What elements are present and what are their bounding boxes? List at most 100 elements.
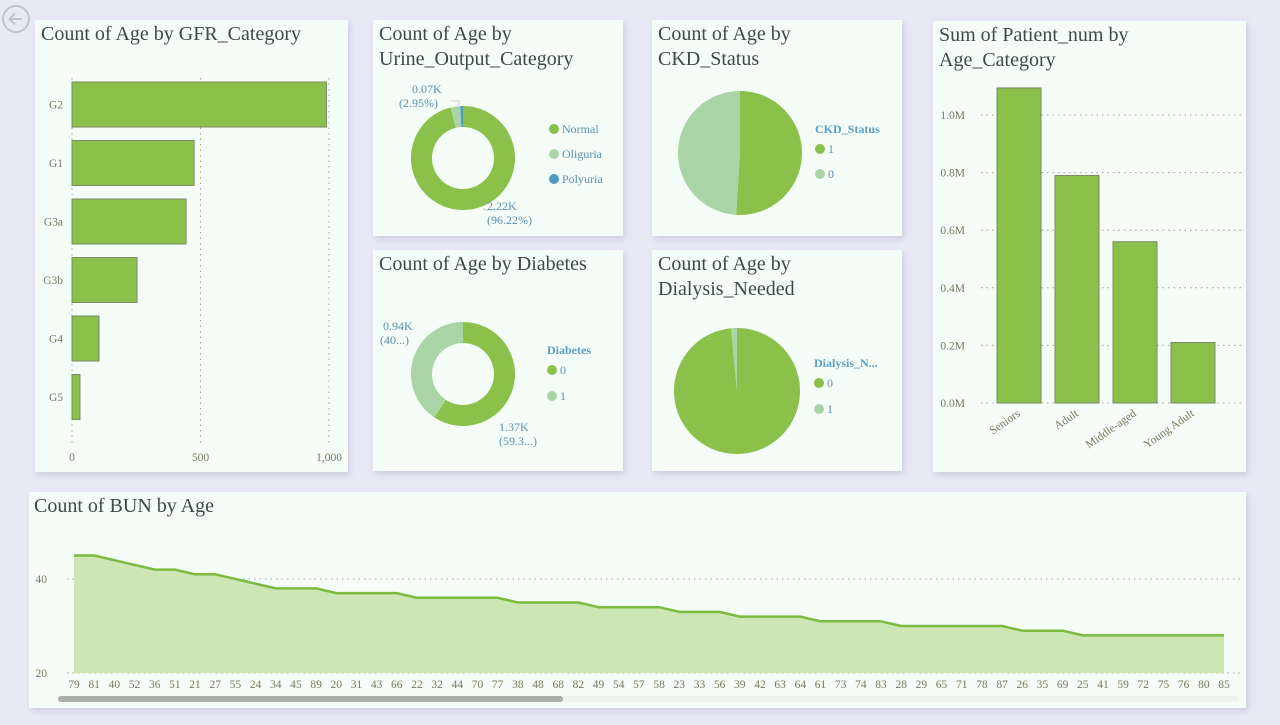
- dialysis-chart[interactable]: Dialysis_N... 0 1: [652, 250, 902, 471]
- bun-xtick-label: 34: [270, 679, 282, 691]
- diabetes-data-label: (40...): [380, 333, 409, 347]
- ckd-slice-0: [678, 91, 740, 215]
- ckd-card[interactable]: Count of Age by CKD_Status CKD_Status 1 0: [652, 20, 902, 236]
- bun-xtick-label: 20: [331, 679, 343, 691]
- agecat-ytick-label: 0.8M: [940, 168, 965, 180]
- urine-data-label: 0.07K: [412, 82, 442, 96]
- bun-xtick-label: 33: [694, 679, 706, 691]
- bun-xtick-label: 51: [169, 679, 181, 691]
- bun-card[interactable]: Count of BUN by Age 20 40 79 81 40 52 36 51 21 27…: [29, 492, 1246, 708]
- bun-xtick-label: 23: [674, 679, 686, 691]
- gfr-bar-G3a: [71, 198, 187, 245]
- diabetes-card[interactable]: Count of Age by Diabetes Diabetes 0 1 1.37K…: [373, 250, 623, 471]
- bun-xtick-label: 21: [189, 679, 201, 691]
- bun-xtick-label: 82: [573, 679, 585, 691]
- bun-xtick-label: 27: [209, 679, 221, 691]
- urine-title: Count of Age by Urine_Output_Category: [379, 23, 574, 70]
- bun-xtick-label: 73: [835, 679, 847, 691]
- bun-xtick-label: 31: [351, 679, 363, 691]
- bun-xtick-label: 41: [1097, 679, 1109, 691]
- gfr-card[interactable]: Count of Age by GFR_Category 0 500 1,000 G2…: [35, 20, 348, 472]
- bun-xtick-label: 56: [714, 679, 726, 691]
- gfr-xtick-label: 0: [69, 452, 75, 464]
- ckd-legend-label: 0: [828, 167, 834, 181]
- bun-chart[interactable]: 20 40 79 81 40 52 36 51 21 27 55 24 34 45 89 20 31 43 66 22…: [29, 492, 1246, 708]
- gfr-category-label: G5: [49, 392, 63, 404]
- agecat-bar-young-adult: [1170, 342, 1216, 404]
- urine-legend-label: Oliguria: [562, 147, 603, 161]
- gfr-category-label: G2: [49, 100, 63, 112]
- agecat-ytick-label: 0.0M: [940, 398, 965, 410]
- bun-xtick-label: 32: [431, 679, 443, 691]
- agecat-category-label: Middle-aged: [1084, 407, 1139, 451]
- agecat-bar-middle-aged: [1112, 241, 1158, 404]
- diabetes-legend-marker: [547, 365, 557, 375]
- bun-xtick-label: 77: [492, 679, 504, 691]
- ckd-chart[interactable]: CKD_Status 1 0: [652, 20, 902, 236]
- bun-xtick-label: 80: [1198, 679, 1210, 691]
- gfr-chart[interactable]: 0 500 1,000 G2 G1 G3a G3b G4 G5: [35, 20, 348, 472]
- bun-xtick-label: 81: [88, 679, 100, 691]
- urine-chart[interactable]: Normal Oliguria Polyuria 2.22K(96.22%) 0.07K…: [373, 20, 623, 236]
- gfr-bar-G3b: [71, 257, 138, 303]
- bun-xtick-label: 87: [996, 679, 1008, 691]
- bun-xtick-label: 69: [1057, 679, 1069, 691]
- urine-data-label: (2.95%): [399, 96, 438, 110]
- bun-xtick-label: 78: [976, 679, 988, 691]
- bun-xtick-label: 70: [472, 679, 484, 691]
- agecat-category-label: Adult: [1052, 407, 1081, 432]
- bun-xtick-label: 29: [916, 679, 928, 691]
- bun-xtick-label: 72: [1138, 679, 1150, 691]
- urine-card[interactable]: Count of Age by Urine_Output_Category No…: [373, 20, 623, 236]
- diabetes-data-label: (59.3...): [499, 434, 537, 448]
- ckd-slice-1: [736, 91, 803, 215]
- bun-xtick-label: 26: [1016, 679, 1028, 691]
- dialysis-legend-label: 1: [827, 402, 833, 416]
- agecat-ytick-label: 1.0M: [940, 110, 965, 122]
- bun-ytick-label: 40: [36, 574, 48, 586]
- urine-slice-Polyuria: [460, 106, 463, 128]
- bun-xtick-label: 83: [875, 679, 887, 691]
- bun-xtick-label: 75: [1158, 679, 1170, 691]
- bun-xtick-label: 71: [956, 679, 968, 691]
- dialysis-legend-marker: [814, 378, 824, 388]
- urine-legend-marker: [549, 174, 559, 184]
- dialysis-title: Count of Age by Dialysis_Needed: [658, 253, 795, 300]
- bun-xtick-label: 24: [250, 679, 262, 691]
- dialysis-card[interactable]: Count of Age by Dialysis_Needed Dialysis…: [652, 250, 902, 471]
- agecat-title: Sum of Patient_num by Age_Category: [939, 24, 1129, 71]
- urine-leader-line: [482, 207, 495, 211]
- diabetes-data-label: 0.94K: [383, 319, 413, 333]
- dialysis-legend-label: 0: [827, 376, 833, 390]
- bun-xtick-label: 57: [633, 679, 645, 691]
- gfr-category-label: G1: [49, 158, 63, 170]
- bun-xtick-label: 35: [1037, 679, 1049, 691]
- bun-xtick-label: 42: [754, 679, 766, 691]
- agecat-ytick-label: 0.2M: [940, 340, 965, 352]
- ckd-legend-title: CKD_Status: [815, 122, 880, 136]
- bun-xtick-label: 38: [512, 679, 524, 691]
- bun-scrollbar-thumb[interactable]: [58, 696, 563, 702]
- gfr-bar-G2: [71, 81, 327, 128]
- bun-xtick-label: 61: [815, 679, 827, 691]
- diabetes-slice-1: [411, 322, 463, 418]
- bun-xtick-label: 58: [653, 679, 665, 691]
- agecat-card[interactable]: Sum of Patient_num by Age_Category 0.0M 0…: [933, 21, 1246, 472]
- diabetes-chart[interactable]: Diabetes 0 1 1.37K(59.3...) 0.94K(40...): [373, 250, 623, 471]
- bun-xtick-label: 85: [1218, 679, 1230, 691]
- agecat-bar-seniors: [996, 87, 1042, 404]
- agecat-ytick-label: 0.4M: [940, 283, 965, 295]
- bun-xtick-label: 49: [593, 679, 605, 691]
- diabetes-legend-label: 1: [560, 389, 566, 403]
- bun-xtick-label: 79: [68, 679, 80, 691]
- bun-xtick-label: 74: [855, 679, 867, 691]
- bun-scrollbar-track[interactable]: [58, 696, 1238, 702]
- bun-xtick-label: 64: [795, 679, 807, 691]
- ckd-legend-label: 1: [828, 142, 834, 156]
- bun-xtick-label: 65: [936, 679, 948, 691]
- agecat-chart[interactable]: 0.0M 0.2M 0.4M 0.6M 0.8M 1.0M Seniors Adult Midd…: [933, 21, 1246, 472]
- back-button[interactable]: [1, 4, 31, 34]
- dialysis-legend-marker: [814, 404, 824, 414]
- bun-xtick-label: 45: [290, 679, 302, 691]
- bun-xtick-label: 59: [1117, 679, 1129, 691]
